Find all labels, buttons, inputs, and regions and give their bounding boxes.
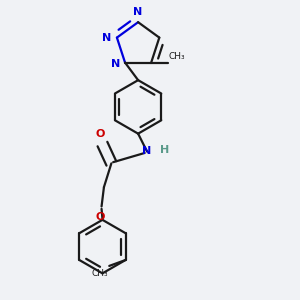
Text: CH₃: CH₃ [92,269,108,278]
Text: N: N [142,146,152,157]
Text: N: N [102,33,112,43]
Text: N: N [111,59,120,69]
Text: O: O [95,129,105,139]
Text: H: H [160,145,169,155]
Text: N: N [134,7,143,17]
Text: O: O [96,212,105,222]
Text: CH₃: CH₃ [169,52,185,61]
